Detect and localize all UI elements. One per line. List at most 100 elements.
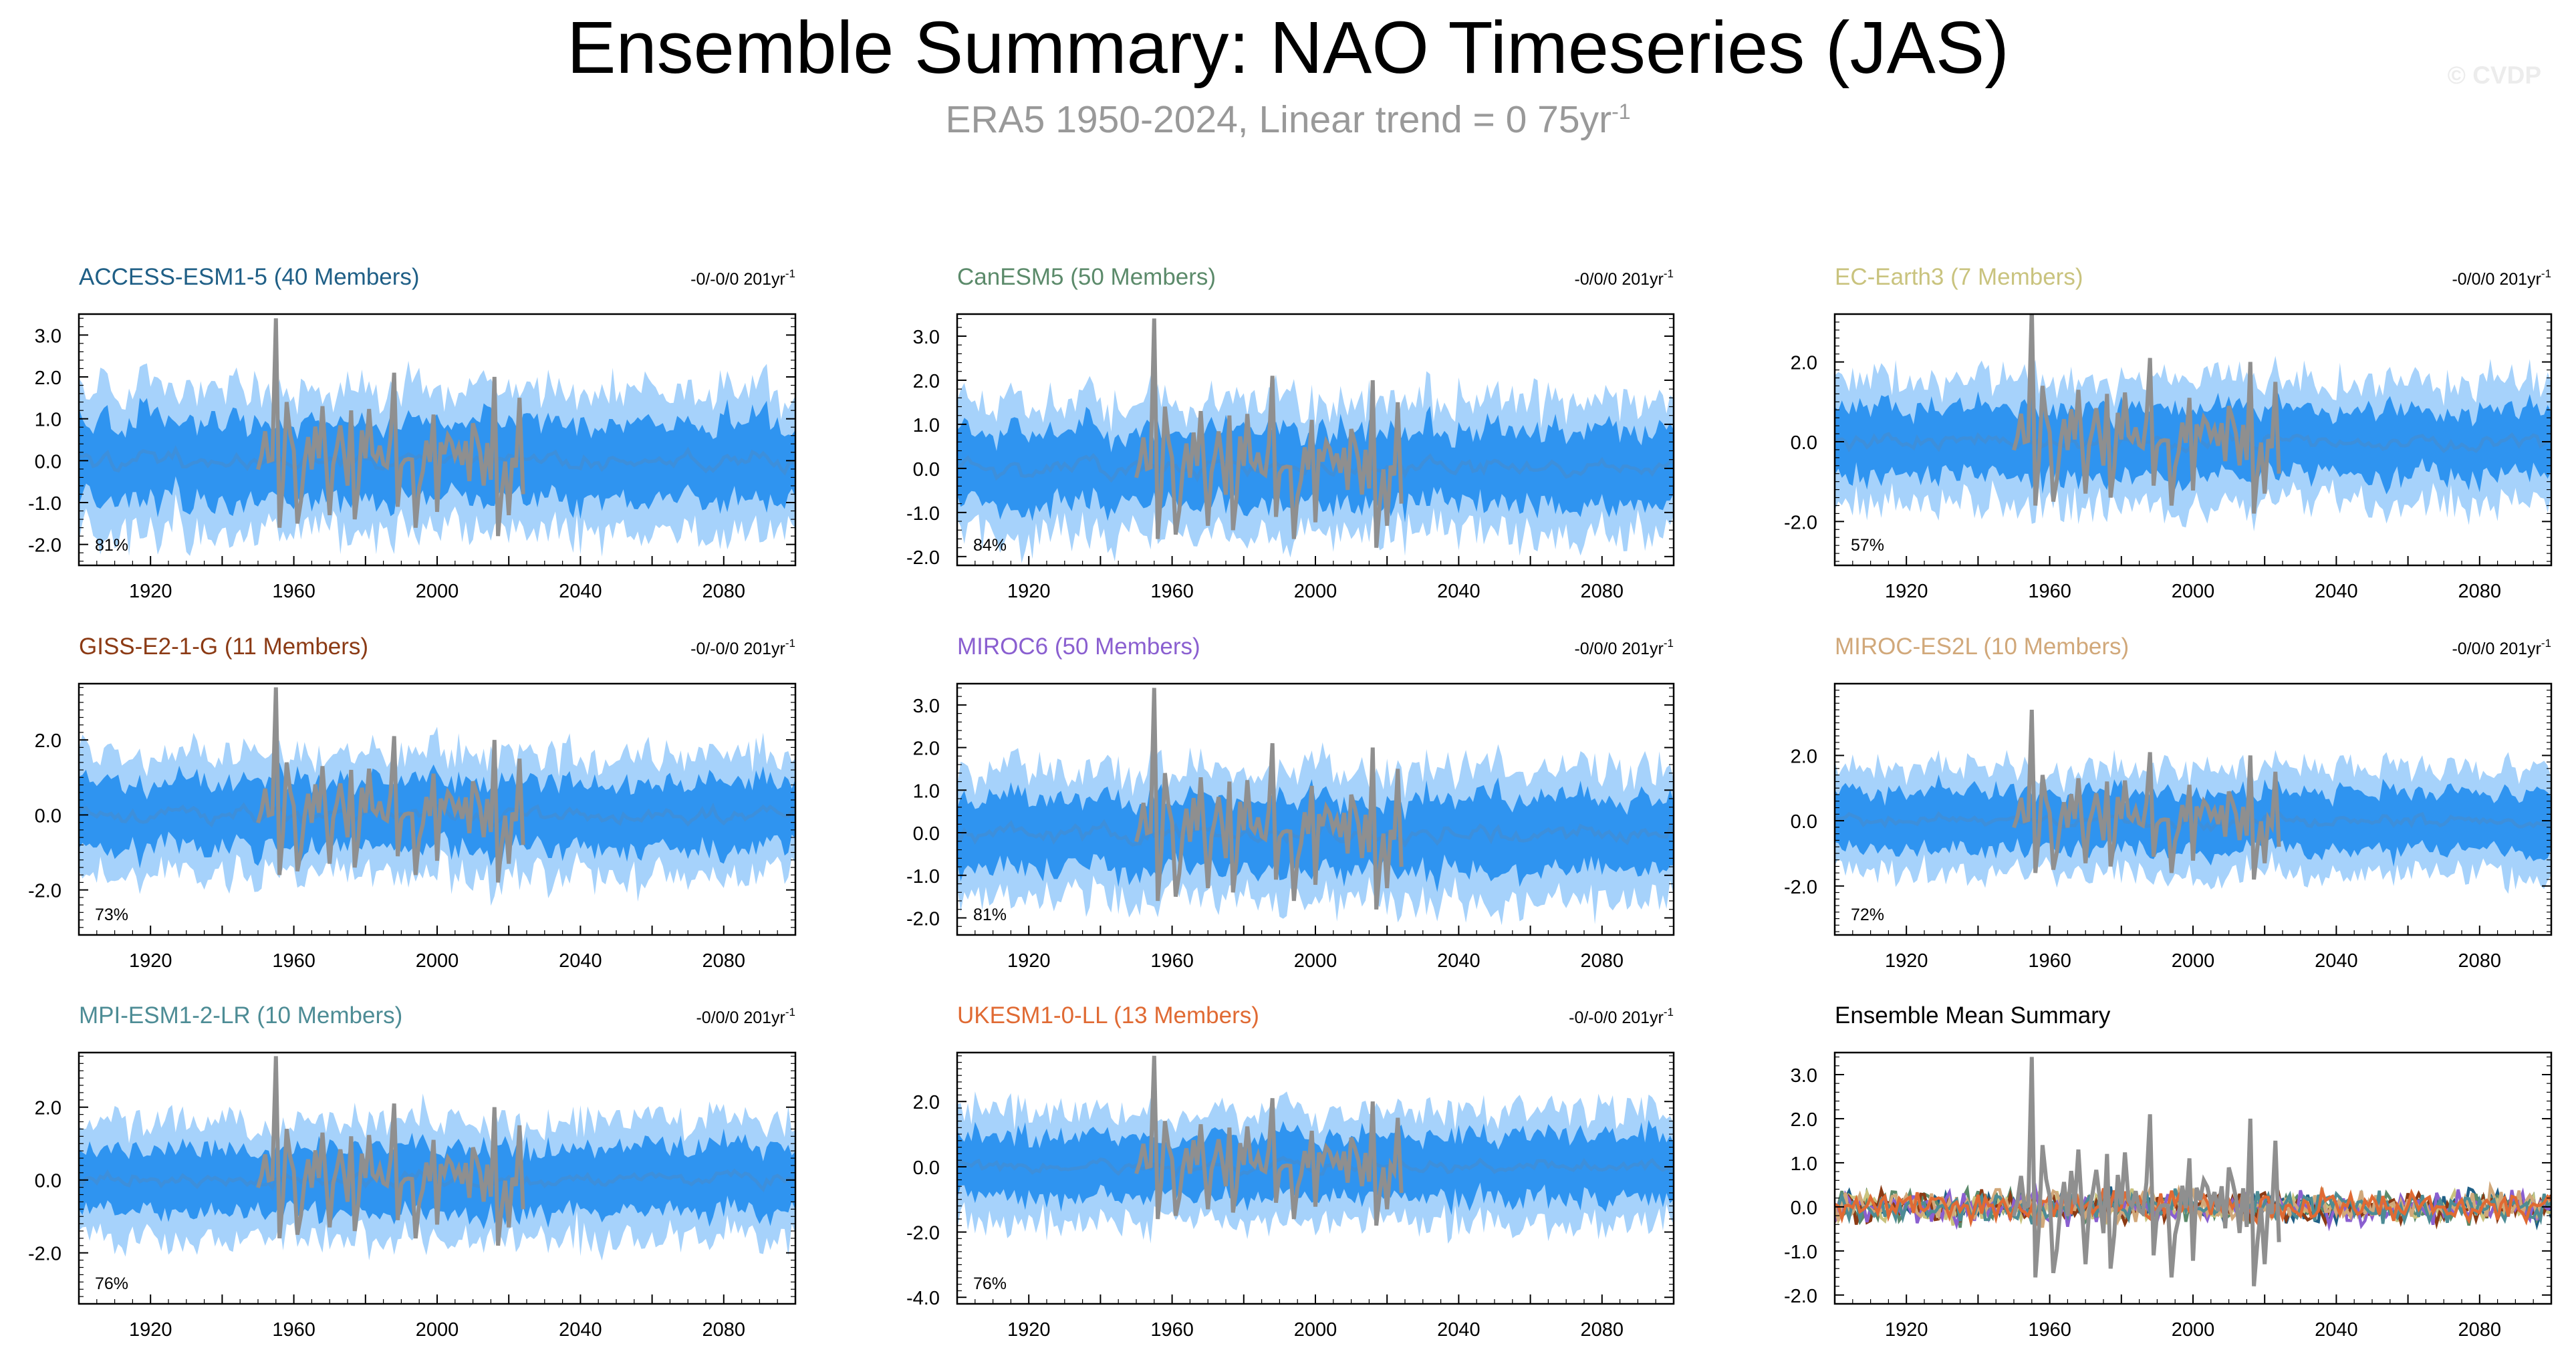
y-tick-label: 3.0 — [913, 696, 940, 717]
y-tick-label: 0.0 — [35, 1171, 61, 1192]
page-title: Ensemble Summary: NAO Timeseries (JAS) — [567, 7, 2009, 89]
observed-line — [256, 687, 525, 883]
chart-panel: MIROC6 (50 Members) -0/0/0 201yr-1 3.0 2.0 1… — [906, 634, 1675, 972]
trend-superscript: -1 — [785, 637, 795, 650]
y-tick-label: 2.0 — [35, 368, 61, 389]
y-tick-label: 0.0 — [913, 1157, 940, 1179]
x-tick-label: 2040 — [559, 581, 602, 602]
y-tick-label: -2.0 — [28, 881, 61, 902]
y-tick-label: -1.0 — [28, 493, 61, 515]
y-tick-label: -1.0 — [906, 503, 940, 525]
trend-superscript: -1 — [1664, 637, 1674, 650]
x-tick-label: 2080 — [1581, 1319, 1624, 1341]
chart-panel: CanESM5 (50 Members) -0/0/0 201yr-1 3.0 2.0… — [906, 264, 1675, 602]
x-tick-label: 2040 — [2315, 1319, 2358, 1341]
panel-title: MPI-ESM1-2-LR (10 Members) — [79, 1002, 402, 1028]
x-tick-label: 1960 — [272, 950, 315, 972]
observed-line — [2012, 709, 2281, 880]
y-tick-label: 2.0 — [913, 371, 940, 392]
panel-title: MIROC-ES2L (10 Members) — [1835, 634, 2129, 660]
plot-frame — [1833, 1051, 2553, 1305]
plot-area — [79, 318, 795, 557]
x-tick-label: 2000 — [2172, 950, 2215, 972]
y-tick-label: 0.0 — [1791, 811, 1817, 833]
subtitle-superscript: -1 — [1612, 100, 1631, 124]
percent-label: 76% — [973, 1274, 1007, 1293]
x-tick-label: 1960 — [272, 1319, 315, 1341]
percent-label: 76% — [95, 1274, 128, 1293]
panel-title: EC-Earth3 (7 Members) — [1835, 264, 2083, 290]
y-tick-label: -4.0 — [906, 1288, 940, 1309]
panel-trend-label: -0/-0/0 201yr-1 — [1569, 1006, 1674, 1027]
panel-trend-label: -0/0/0 201yr-1 — [2452, 637, 2551, 658]
y-tick-label: 1.0 — [35, 410, 61, 431]
plot-area — [957, 318, 1674, 563]
chart-panel: MIROC-ES2L (10 Members) -0/0/0 201yr-1 2.0… — [1784, 634, 2553, 972]
panel-title: MIROC6 (50 Members) — [957, 634, 1200, 660]
panel-title: ACCESS-ESM1-5 (40 Members) — [79, 264, 420, 290]
model-mean-line — [1835, 1188, 2551, 1226]
chart-panel: UKESM1-0-LL (13 Members) -0/-0/0 201yr-1 2… — [906, 1002, 1675, 1341]
y-tick-label: 3.0 — [913, 327, 940, 348]
x-tick-label: 2040 — [559, 950, 602, 972]
x-tick-label: 1920 — [1007, 1319, 1051, 1341]
x-tick-label: 1960 — [272, 581, 315, 602]
trend-superscript: -1 — [1664, 267, 1674, 280]
y-tick-label: 2.0 — [913, 738, 940, 760]
chart-panel: ACCESS-ESM1-5 (40 Members) -0/-0/0 201yr-… — [28, 264, 797, 602]
plot-area — [79, 687, 795, 906]
y-tick-label: 0.0 — [913, 459, 940, 481]
plot-area — [1835, 709, 2551, 894]
y-tick-label: 2.0 — [35, 730, 61, 752]
x-tick-label: 2000 — [1294, 581, 1337, 602]
x-tick-label: 2000 — [416, 581, 459, 602]
observed-line — [1134, 1055, 1404, 1226]
panel-title: CanESM5 (50 Members) — [957, 264, 1216, 290]
x-tick-label: 2080 — [1581, 950, 1624, 972]
x-tick-label: 1920 — [1007, 581, 1051, 602]
y-tick-label: 2.0 — [1791, 353, 1817, 374]
x-tick-label: 2040 — [1437, 950, 1480, 972]
x-tick-label: 1960 — [1150, 1319, 1194, 1341]
y-tick-label: 0.0 — [913, 823, 940, 845]
panel-title: UKESM1-0-LL (13 Members) — [957, 1002, 1259, 1028]
chart-panel: MPI-ESM1-2-LR (10 Members) -0/0/0 201yr-1… — [28, 1002, 797, 1341]
y-tick-label: 0.0 — [1791, 1198, 1817, 1219]
y-tick-label: -1.0 — [906, 866, 940, 887]
ensemble-mean-line — [79, 802, 795, 829]
x-tick-label: 2080 — [2458, 1319, 2502, 1341]
plot-area — [957, 1055, 1674, 1244]
y-tick-label: -2.0 — [1784, 877, 1817, 898]
x-tick-label: 1920 — [1885, 1319, 1928, 1341]
x-tick-label: 1960 — [1150, 950, 1194, 972]
x-tick-label: 2080 — [2458, 581, 2502, 602]
y-tick-label: 1.0 — [1791, 1153, 1817, 1175]
observed-line — [2012, 1057, 2281, 1286]
x-tick-label: 1960 — [2028, 1319, 2071, 1341]
y-tick-label: 1.0 — [913, 415, 940, 436]
y-tick-label: -2.0 — [28, 1244, 61, 1265]
x-tick-label: 2080 — [702, 1319, 746, 1341]
x-tick-label: 2000 — [416, 1319, 459, 1341]
x-tick-label: 2000 — [1294, 1319, 1337, 1341]
chart-panel: Ensemble Mean Summary 3.0 2.0 1.0 0.0 -1.0 -2.… — [1784, 1002, 2553, 1341]
x-tick-label: 2000 — [2172, 1319, 2215, 1341]
y-tick-label: 3.0 — [1791, 1065, 1817, 1087]
y-tick-label: -2.0 — [1784, 1286, 1817, 1307]
x-tick-label: 1960 — [2028, 950, 2071, 972]
inner-spread-band — [957, 406, 1674, 523]
trend-superscript: -1 — [2541, 267, 2551, 280]
y-tick-label: -2.0 — [906, 909, 940, 930]
y-tick-label: -2.0 — [1784, 512, 1817, 533]
x-tick-label: 1920 — [1007, 950, 1051, 972]
panel-trend-label: -0/-0/0 201yr-1 — [690, 267, 795, 289]
trend-superscript: -1 — [2541, 637, 2551, 650]
x-tick-label: 2080 — [702, 950, 746, 972]
percent-label: 81% — [973, 906, 1007, 924]
ensemble-mean-line — [79, 445, 795, 476]
x-tick-label: 1920 — [129, 581, 172, 602]
x-tick-label: 2040 — [2315, 581, 2358, 602]
y-tick-label: -2.0 — [906, 1223, 940, 1244]
chart-panel: EC-Earth3 (7 Members) -0/0/0 201yr-1 2.0 0.… — [1784, 264, 2553, 602]
